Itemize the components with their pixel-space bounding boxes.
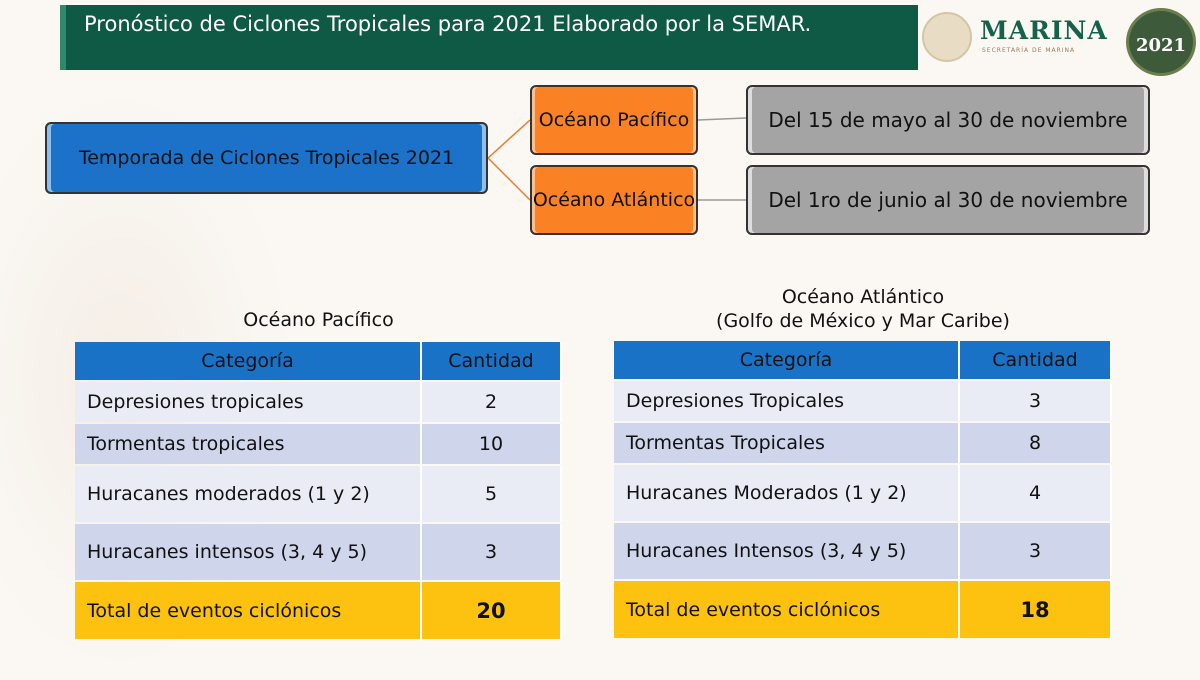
atlantic-ocean-box: Océano Atlántico [530,165,698,235]
count-cell: 10 [422,424,562,464]
season-root-box: Temporada de Ciclones Tropicales 2021 [45,122,488,194]
table-row: Huracanes intensos (3, 4 y 5) 3 [75,524,562,580]
marina-logo-subtitle: SECRETARÍA DE MARINA [982,47,1076,54]
total-value: 18 [960,581,1112,638]
atlantic-table-subtitle: (Golfo de México y Mar Caribe) [716,310,1010,332]
pacific-season-box: Del 15 de mayo al 30 de noviembre [746,85,1150,155]
column-header: Cantidad [960,341,1112,379]
total-row: Total de eventos ciclónicos 18 [614,581,1112,638]
category-cell: Tormentas tropicales [75,424,422,464]
table-row: Huracanes Intensos (3, 4 y 5) 3 [614,523,1112,579]
pacific-table: Categoría Cantidad Depresiones tropicales… [75,340,562,641]
total-label: Total de eventos ciclónicos [75,582,422,639]
count-cell: 3 [422,524,562,580]
table-row: Tormentas tropicales 10 [75,424,562,464]
national-seal-logo [922,12,972,62]
count-cell: 3 [960,381,1112,421]
column-header: Cantidad [422,342,562,380]
category-cell: Huracanes intensos (3, 4 y 5) [75,524,422,580]
category-cell: Huracanes moderados (1 y 2) [75,466,422,522]
count-cell: 4 [960,465,1112,521]
column-header: Categoría [75,342,422,380]
page-title: Pronóstico de Ciclones Tropicales para 2… [60,5,918,70]
category-cell: Depresiones tropicales [75,382,422,422]
category-cell: Tormentas Tropicales [614,423,960,463]
table-row: Depresiones Tropicales 3 [614,381,1112,421]
table-row: Huracanes moderados (1 y 2) 5 [75,466,562,522]
atlantic-table-title: Océano Atlántico [781,286,945,308]
table-row: Huracanes Moderados (1 y 2) 4 [614,465,1112,521]
column-header: Categoría [614,341,960,379]
count-cell: 2 [422,382,562,422]
table-row: Depresiones tropicales 2 [75,382,562,422]
count-cell: 3 [960,523,1112,579]
count-cell: 5 [422,466,562,522]
count-cell: 8 [960,423,1112,463]
atlantic-season-box: Del 1ro de junio al 30 de noviembre [746,165,1150,235]
category-cell: Huracanes Moderados (1 y 2) [614,465,960,521]
total-row: Total de eventos ciclónicos 20 [75,582,562,639]
pacific-table-title: Océano Pacífico [243,309,394,331]
total-label: Total de eventos ciclónicos [614,581,960,638]
marina-logo: MARINA [980,16,1108,45]
pacific-ocean-box: Océano Pacífico [530,85,698,155]
table-row: Tormentas Tropicales 8 [614,423,1112,463]
category-cell: Depresiones Tropicales [614,381,960,421]
mexico-2021-emblem: 2021 [1126,8,1196,76]
connector-lines [487,117,747,201]
total-value: 20 [422,582,562,639]
atlantic-table: Categoría Cantidad Depresiones Tropicales… [614,339,1112,640]
category-cell: Huracanes Intensos (3, 4 y 5) [614,523,960,579]
